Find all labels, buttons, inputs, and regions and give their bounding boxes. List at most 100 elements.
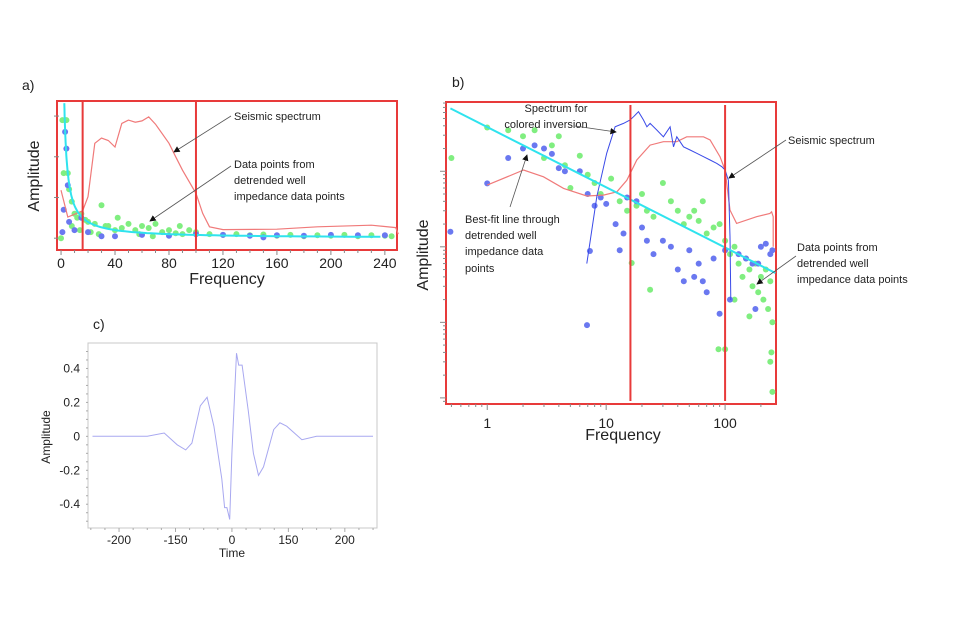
green-data-point: [98, 202, 105, 209]
colored-inversion-spectrum-line: [586, 110, 732, 301]
annotation-text: colored inversion: [504, 119, 587, 131]
annotation-text: Best-fit line through: [465, 214, 560, 226]
panel-c-ylabel: Amplitude: [39, 410, 53, 464]
panel-b-spectrum-loglog: 1 10 100: [440, 101, 777, 431]
x-tick-label: 0: [229, 533, 236, 547]
annotation-arrow: [149, 165, 232, 222]
blue-data-point: [597, 194, 604, 201]
blue-data-point: [659, 237, 666, 244]
wavelet-line: [92, 353, 373, 520]
green-data-point: [739, 273, 746, 280]
green-data-point: [691, 207, 698, 214]
x-tick-label: 10: [598, 415, 614, 431]
annotation-text: impedance data points: [234, 191, 345, 203]
green-data-point: [710, 224, 717, 231]
green-data-point: [60, 170, 67, 177]
green-data-point: [735, 260, 742, 267]
annotation-text: impedance data points: [797, 274, 908, 286]
x-tick-label: 40: [107, 255, 123, 271]
annotation-text: Data points from: [234, 159, 315, 171]
blue-data-point: [667, 243, 674, 250]
x-tick-label: 80: [161, 255, 177, 271]
green-data-point: [176, 223, 183, 229]
panel-c-xlabel: Time: [219, 546, 246, 560]
green-data-point: [145, 225, 152, 231]
blue-data-point: [710, 255, 717, 262]
annotation-text: Seismic spectrum: [234, 111, 321, 123]
blue-data-point: [447, 228, 454, 235]
green-data-point: [765, 306, 772, 312]
green-data-point: [746, 266, 753, 273]
annotation-arrow: [173, 115, 232, 153]
green-data-point: [555, 133, 562, 140]
green-data-point: [695, 217, 702, 224]
green-data-point: [186, 227, 193, 234]
blue-data-point: [586, 248, 593, 254]
y-tick-label: -0.4: [59, 497, 80, 511]
annotation-arrow: [728, 139, 787, 179]
plot-frame: [445, 101, 777, 405]
blue-data-point: [695, 260, 702, 267]
blue-data-point: [680, 278, 687, 285]
best-fit-line: [63, 103, 381, 238]
green-data-point: [746, 313, 753, 320]
blue-data-point: [59, 229, 66, 236]
green-data-point: [768, 349, 775, 356]
green-data-point: [686, 213, 693, 220]
x-tick-label: 120: [211, 255, 235, 271]
blue-data-point: [541, 145, 547, 152]
blue-data-point: [639, 224, 645, 231]
blue-data-point: [505, 155, 512, 161]
x-tick-label: 0: [57, 255, 65, 271]
x-tick-label: 240: [373, 255, 397, 271]
green-data-point: [699, 198, 706, 205]
blue-data-point: [561, 168, 568, 175]
blue-data-point: [555, 165, 562, 172]
seismic-spectrum-line: [486, 136, 774, 247]
annotation-text: Data points from: [797, 242, 878, 254]
blue-data-point: [85, 229, 91, 236]
green-data-point: [624, 207, 631, 214]
blue-data-point: [716, 310, 723, 317]
annotation-text: Seismic spectrum: [788, 135, 875, 147]
blue-data-point: [703, 289, 710, 296]
green-data-point: [74, 214, 81, 221]
blue-data-point: [616, 247, 623, 254]
green-data-point: [749, 283, 756, 290]
x-tick-label: 160: [265, 255, 289, 271]
annotation-text: impedance data: [465, 246, 544, 258]
green-data-point: [548, 142, 555, 149]
green-data-point: [760, 296, 767, 303]
annotation-arrow: [509, 154, 529, 208]
x-tick-label: -150: [163, 533, 187, 547]
green-data-point: [152, 220, 159, 227]
x-tick-label: 150: [278, 533, 298, 547]
green-data-point: [58, 235, 64, 242]
green-data-point: [757, 273, 764, 280]
blue-data-point: [612, 221, 619, 228]
blue-data-point: [762, 240, 769, 247]
green-data-point: [639, 191, 645, 197]
y-tick-label: 0.4: [63, 361, 80, 375]
blue-data-point: [643, 237, 650, 244]
blue-data-point: [686, 247, 693, 254]
green-data-point: [731, 243, 738, 250]
y-tick-label: 0: [73, 429, 80, 443]
annotation-a-seismic: Seismic spectrum: [234, 111, 321, 123]
blue-data-point: [674, 266, 681, 273]
seismic-spectrum-line: [60, 116, 399, 235]
green-data-point: [667, 198, 674, 205]
green-data-point: [149, 233, 156, 240]
annotation-arrow: [574, 125, 617, 135]
green-data-point: [716, 221, 723, 228]
green-data-point: [769, 319, 776, 326]
x-tick-label: 200: [335, 533, 355, 547]
green-data-point: [755, 289, 762, 296]
panel-label-b: b): [452, 74, 464, 90]
green-data-point: [608, 175, 615, 182]
blue-data-point: [603, 200, 610, 207]
blue-data-point: [727, 296, 733, 303]
annotation-arrows: [149, 115, 797, 285]
green-data-point: [769, 388, 776, 395]
green-data-point: [616, 198, 623, 205]
